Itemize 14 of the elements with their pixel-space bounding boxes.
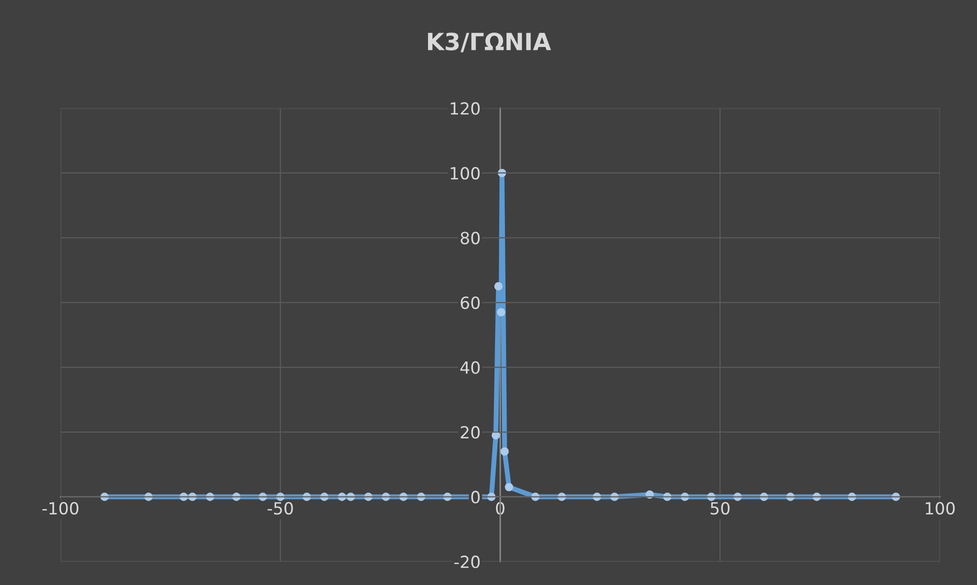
x-tick-label: -100 xyxy=(42,502,78,515)
x-tick-label: -50 xyxy=(268,502,293,515)
y-tick-label: 100 xyxy=(450,166,480,180)
y-tick-label: -20 xyxy=(454,556,480,568)
x-tick-label: 50 xyxy=(710,502,730,515)
y-tick-label: 20 xyxy=(460,426,480,439)
y-tick-label: 80 xyxy=(460,232,480,244)
y-tick-label: 120 xyxy=(450,102,480,115)
x-tick-label: 100 xyxy=(926,502,955,515)
y-tick-label: 60 xyxy=(460,296,480,310)
y-tick-label: 0 xyxy=(471,490,480,504)
chart-title: K3/ΓΩΝΙΑ xyxy=(428,32,552,52)
y-tick-label: 40 xyxy=(460,361,480,374)
x-tick-label: 0 xyxy=(496,502,504,515)
